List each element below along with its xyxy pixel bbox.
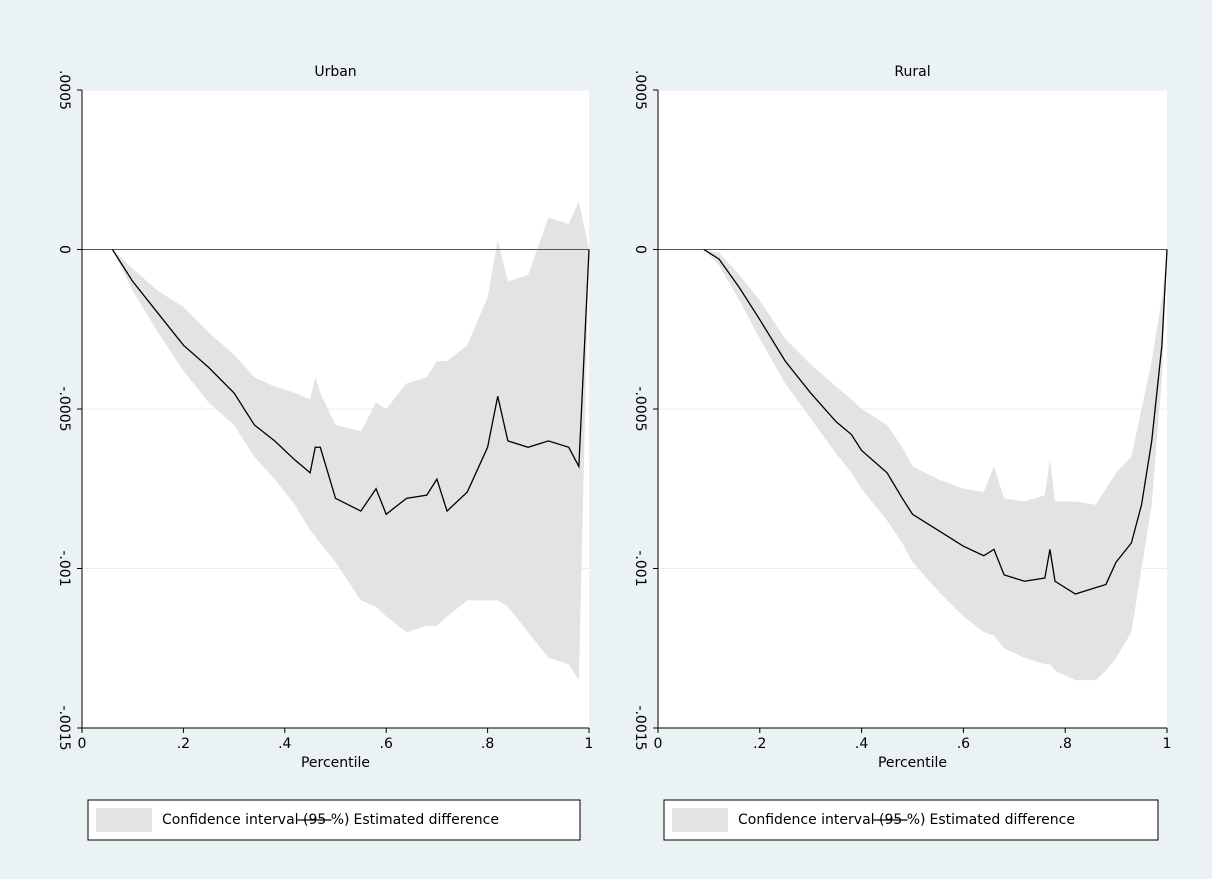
legend-border — [87, 799, 581, 841]
legend: Confidence interval (95 %) Estimated diff… — [664, 800, 1158, 840]
legend: Confidence interval (95 %) Estimated diff… — [88, 800, 580, 840]
x-tick-label: 1 — [585, 736, 594, 752]
confidence-band — [703, 249, 1167, 681]
x-tick-label: 0 — [78, 736, 87, 752]
x-tick-label: 1 — [1163, 736, 1172, 752]
confidence-band — [112, 201, 590, 681]
y-tick-label: .0005 — [632, 70, 648, 110]
x-tick-label: 0 — [654, 736, 663, 752]
x-tick-label: .6 — [380, 736, 393, 752]
legend-box — [88, 800, 580, 840]
legend-label: Estimated difference — [353, 812, 498, 828]
panel-title: Urban — [314, 64, 356, 80]
x-tick-label: .8 — [481, 736, 494, 752]
x-axis-label: Percentile — [301, 755, 370, 771]
y-tick-label: -.0005 — [56, 386, 72, 431]
y-tick-label: -.001 — [632, 550, 648, 586]
legend-swatch — [672, 808, 728, 832]
y-tick-label: -.0005 — [632, 386, 648, 431]
y-tick-label: 0 — [56, 245, 72, 254]
x-tick-label: .2 — [177, 736, 190, 752]
y-tick-label: -.0015 — [56, 705, 72, 750]
y-tick-label: -.001 — [56, 550, 72, 586]
y-tick-label: -.0015 — [632, 705, 648, 750]
legend-swatch — [96, 808, 152, 832]
y-tick-label: 0 — [632, 245, 648, 254]
x-tick-label: .2 — [753, 736, 766, 752]
x-tick-label: .4 — [855, 736, 868, 752]
legend-border — [663, 799, 1159, 841]
x-tick-label: .8 — [1059, 736, 1072, 752]
x-axis-label: Percentile — [878, 755, 947, 771]
x-tick-label: .4 — [278, 736, 291, 752]
estimate-line — [703, 248, 1168, 595]
legend-label: Confidence interval (95 %) — [738, 812, 925, 828]
legend-label: Confidence interval (95 %) — [162, 812, 349, 828]
legend-box — [664, 800, 1158, 840]
panel-title: Rural — [894, 64, 930, 80]
legend-label: Estimated difference — [929, 812, 1074, 828]
y-tick-label: .0005 — [56, 70, 72, 110]
estimate-line — [111, 249, 590, 516]
panel: Urban -.0015 -.001 -.0005 0 .0005 0 .2 .4 .6 .8 1 Pe… — [56, 64, 594, 841]
x-tick-label: .6 — [957, 736, 970, 752]
panel: Rural -.0015 -.001 -.0005 0 .0005 0 .2 .4 .6 .8 1 Pe… — [632, 64, 1172, 841]
